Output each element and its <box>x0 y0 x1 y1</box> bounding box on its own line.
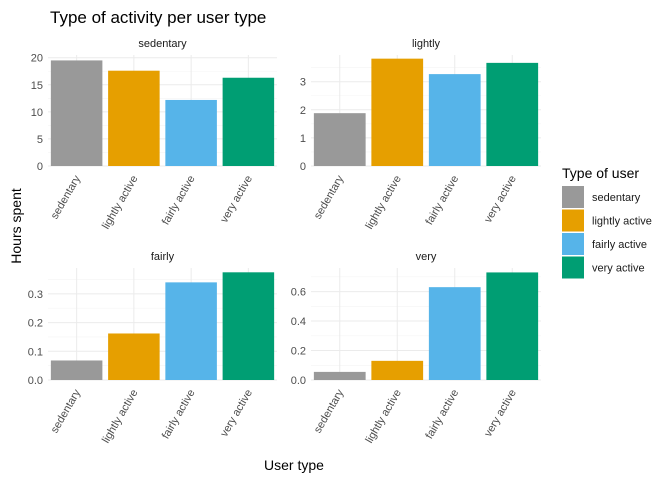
x-tick-label: very active <box>482 174 519 226</box>
bar-sedentary-lightly-active <box>108 70 160 166</box>
x-tick-label: very active <box>218 388 255 440</box>
x-tick-label: very active <box>482 388 519 440</box>
bar-lightly-lightly-active <box>371 58 424 166</box>
y-tick-label: 0.2 <box>28 318 43 330</box>
legend-key-fairly-active <box>562 233 584 255</box>
y-tick-label: 2 <box>300 105 306 117</box>
bar-fairly-lightly-active <box>108 333 160 380</box>
legend-label: lightly active <box>592 216 652 228</box>
bar-sedentary-very-active <box>222 77 275 166</box>
chart-title: Type of activity per user type <box>50 8 266 27</box>
y-tick-label: 20 <box>31 53 43 65</box>
y-tick-label: 5 <box>37 134 43 146</box>
legend: Type of user sedentary lightly active fair… <box>562 165 652 279</box>
y-tick-label: 0.0 <box>291 375 306 387</box>
facet-strip-label: sedentary <box>138 38 187 50</box>
facet-strip-label: fairly <box>151 251 175 263</box>
y-tick-label: 0.2 <box>291 346 306 358</box>
legend-key-lightly-active <box>562 209 584 232</box>
y-tick-label: 15 <box>31 80 43 92</box>
y-tick-label: 0.1 <box>28 346 43 358</box>
y-tick-label: 0.3 <box>28 289 43 301</box>
facet-panel-lightly: 0 1 2 3 sedentary lightly active fairly active… <box>300 38 541 231</box>
x-tick-label: lightly active <box>100 174 140 232</box>
x-tick-label: sedentary <box>312 173 347 221</box>
bar-very-fairly-active <box>428 287 481 380</box>
y-tick-label: 1 <box>300 133 306 145</box>
bar-fairly-very-active <box>222 272 275 380</box>
legend-key-sedentary <box>562 186 584 208</box>
x-tick-label: fairly active <box>423 174 461 228</box>
facet-panel-sedentary: 0 5 10 15 20 sedentary lightly active fairly ac… <box>31 38 277 231</box>
x-tick-label: lightly active <box>363 388 403 446</box>
legend-title: Type of user <box>562 165 639 181</box>
y-tick-label: 3 <box>300 77 306 89</box>
bar-sedentary-sedentary <box>50 60 103 166</box>
facet-strip-label: very <box>416 251 437 263</box>
x-tick-label: lightly active <box>100 388 140 446</box>
y-tick-label: 0.6 <box>291 287 306 299</box>
x-tick-label: fairly active <box>160 388 198 442</box>
bar-fairly-fairly-active <box>165 282 217 380</box>
y-tick-label: 0 <box>37 161 43 173</box>
y-tick-label: 10 <box>31 107 43 119</box>
facet-panel-fairly: 0.0 0.1 0.2 0.3 sedentary lightly active fairl… <box>28 251 277 445</box>
legend-label: fairly active <box>592 239 647 251</box>
bar-sedentary-fairly-active <box>165 99 217 166</box>
bar-lightly-very-active <box>486 62 539 166</box>
legend-label: very active <box>592 263 645 275</box>
x-tick-label: lightly active <box>363 174 403 232</box>
bar-very-lightly-active <box>371 360 424 380</box>
y-tick-label: 0.4 <box>291 316 306 328</box>
y-tick-label: 0 <box>300 161 306 173</box>
facet-strip-label: lightly <box>412 38 441 50</box>
legend-label: sedentary <box>592 192 641 204</box>
bar-lightly-sedentary <box>313 113 366 166</box>
x-tick-label: sedentary <box>312 387 347 435</box>
bar-very-sedentary <box>313 371 366 380</box>
bar-lightly-fairly-active <box>428 74 481 166</box>
y-tick-label: 0.0 <box>28 375 43 387</box>
facet-panel-very: 0.0 0.2 0.4 0.6 sedentary lightly active fairl… <box>291 251 541 445</box>
x-tick-label: sedentary <box>49 173 84 221</box>
x-tick-label: very active <box>218 174 255 226</box>
bar-fairly-sedentary <box>50 360 103 380</box>
x-tick-label: fairly active <box>160 174 198 228</box>
y-axis-title: Hours spent <box>8 188 24 264</box>
x-axis-title: User type <box>264 457 324 473</box>
x-tick-label: sedentary <box>49 387 84 435</box>
bar-very-very-active <box>486 272 539 380</box>
legend-key-very-active <box>562 256 584 279</box>
x-tick-label: fairly active <box>423 388 461 442</box>
